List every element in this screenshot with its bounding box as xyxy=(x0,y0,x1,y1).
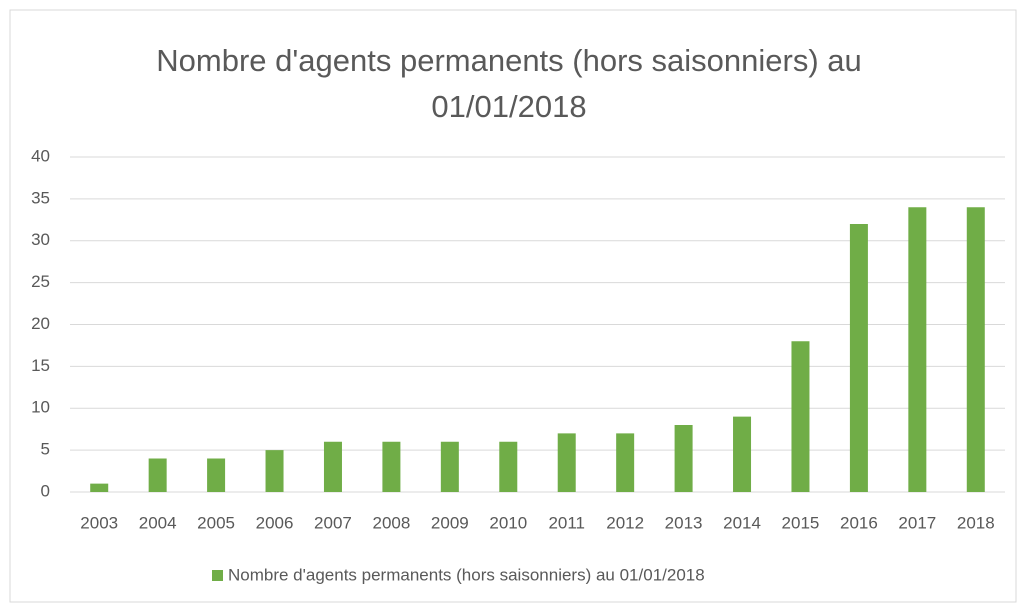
bar xyxy=(323,441,342,492)
bar xyxy=(674,425,693,492)
y-tick-label: 30 xyxy=(31,230,50,249)
x-tick-label: 2005 xyxy=(197,513,235,532)
x-tick-label: 2003 xyxy=(80,513,118,532)
x-tick-label: 2009 xyxy=(431,513,469,532)
bar xyxy=(849,224,868,492)
bar xyxy=(382,441,401,492)
y-tick-label: 0 xyxy=(41,481,50,500)
bar xyxy=(148,458,167,492)
bar xyxy=(557,433,576,492)
y-tick-label: 10 xyxy=(31,398,50,417)
legend-label: Nombre d'agents permanents (hors saisonn… xyxy=(228,565,705,584)
x-tick-label: 2016 xyxy=(840,513,878,532)
x-tick-label: 2006 xyxy=(256,513,294,532)
y-tick-label: 35 xyxy=(31,188,50,207)
chart-border xyxy=(9,9,1017,603)
bar xyxy=(908,207,927,492)
y-tick-label: 25 xyxy=(31,272,50,291)
bar xyxy=(207,458,226,492)
y-tick-label: 20 xyxy=(31,314,50,333)
y-tick-label: 5 xyxy=(41,440,50,459)
x-tick-label: 2018 xyxy=(957,513,995,532)
bar xyxy=(733,416,752,492)
x-tick-label: 2011 xyxy=(548,513,585,532)
bar xyxy=(265,450,284,492)
chart-title: Nombre d'agents permanents (hors saisonn… xyxy=(156,43,862,124)
bar xyxy=(966,207,985,492)
bar xyxy=(791,341,810,492)
x-tick-label: 2015 xyxy=(782,513,820,532)
bar xyxy=(90,483,109,492)
x-tick-label: 2010 xyxy=(489,513,527,532)
x-tick-label: 2008 xyxy=(372,513,410,532)
x-tick-label: 2017 xyxy=(898,513,936,532)
x-tick-label: 2013 xyxy=(665,513,703,532)
bar xyxy=(616,433,635,492)
y-tick-label: 15 xyxy=(31,356,50,375)
bar xyxy=(440,441,459,492)
legend-swatch xyxy=(212,570,223,581)
y-tick-label: 40 xyxy=(31,146,50,165)
x-tick-label: 2007 xyxy=(314,513,352,532)
bar xyxy=(499,441,518,492)
x-tick-label: 2014 xyxy=(723,513,761,532)
x-tick-label: 2004 xyxy=(139,513,177,532)
x-tick-label: 2012 xyxy=(606,513,644,532)
